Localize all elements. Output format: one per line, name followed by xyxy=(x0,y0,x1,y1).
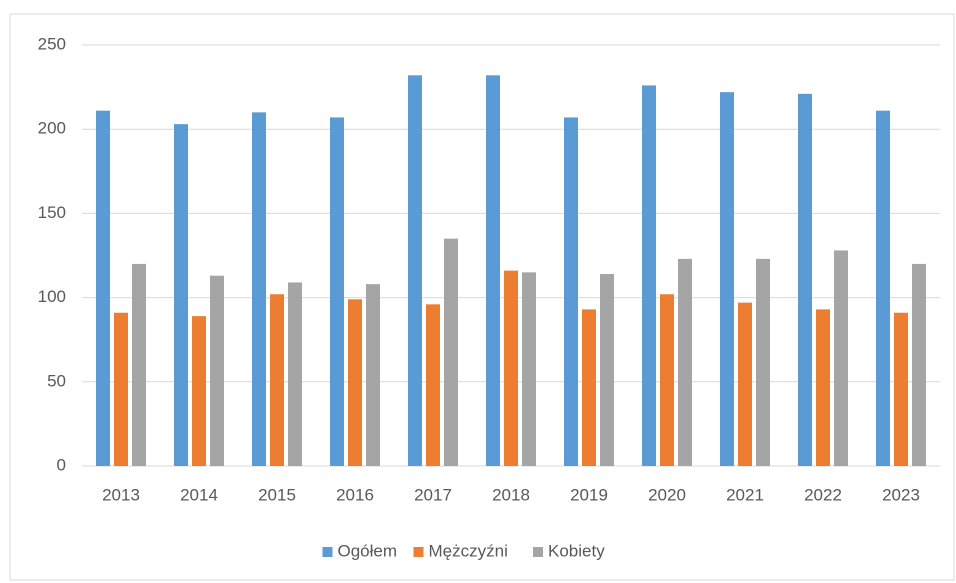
legend-label: Kobiety xyxy=(548,541,605,560)
bar xyxy=(426,304,440,466)
bar xyxy=(642,85,656,466)
legend-label: Ogółem xyxy=(338,541,398,560)
bar xyxy=(288,282,302,466)
chart-border xyxy=(9,13,955,581)
bar xyxy=(252,112,266,467)
bar xyxy=(720,92,734,466)
y-tick-label: 200 xyxy=(38,119,66,138)
legend-swatch xyxy=(413,547,424,557)
bar xyxy=(522,272,536,466)
x-tick-label: 2021 xyxy=(726,485,764,504)
bar xyxy=(816,309,830,466)
bar xyxy=(756,258,770,466)
bar xyxy=(192,316,206,466)
bar xyxy=(408,75,422,466)
bar xyxy=(600,274,614,466)
bar xyxy=(210,275,224,466)
x-tick-label: 2023 xyxy=(882,485,920,504)
bar xyxy=(798,93,812,466)
x-tick-label: 2022 xyxy=(804,485,842,504)
bar xyxy=(486,75,500,466)
bar xyxy=(444,238,458,466)
legend-swatch xyxy=(533,547,543,557)
y-tick-label: 150 xyxy=(38,203,66,222)
x-tick-label: 2018 xyxy=(492,485,530,504)
y-tick-label: 100 xyxy=(38,287,66,306)
y-tick-label: 50 xyxy=(47,371,66,390)
bar xyxy=(582,309,596,466)
bar xyxy=(96,110,110,467)
bar xyxy=(330,117,344,467)
bar xyxy=(660,294,674,466)
x-tick-label: 2020 xyxy=(648,485,686,504)
legend-label: Mężczyźni xyxy=(429,541,508,560)
y-tick-label: 250 xyxy=(38,34,66,53)
bar xyxy=(366,284,380,466)
bar xyxy=(834,250,848,466)
x-tick-label: 2016 xyxy=(336,485,374,504)
bar xyxy=(678,258,692,466)
x-tick-label: 2014 xyxy=(180,485,218,504)
bar xyxy=(348,299,362,466)
legend-swatch xyxy=(322,547,333,557)
bar xyxy=(132,263,146,466)
bar xyxy=(894,312,908,466)
bar xyxy=(564,117,578,467)
x-tick-label: 2013 xyxy=(102,485,140,504)
x-tick-label: 2019 xyxy=(570,485,608,504)
x-tick-label: 2015 xyxy=(258,485,296,504)
x-tick-label: 2017 xyxy=(414,485,452,504)
bar xyxy=(912,263,926,466)
bar xyxy=(174,124,188,466)
bar xyxy=(876,110,890,467)
bar xyxy=(504,270,518,466)
bar xyxy=(270,294,284,466)
bar xyxy=(738,302,752,466)
bar xyxy=(114,312,128,466)
y-tick-label: 0 xyxy=(57,455,66,474)
